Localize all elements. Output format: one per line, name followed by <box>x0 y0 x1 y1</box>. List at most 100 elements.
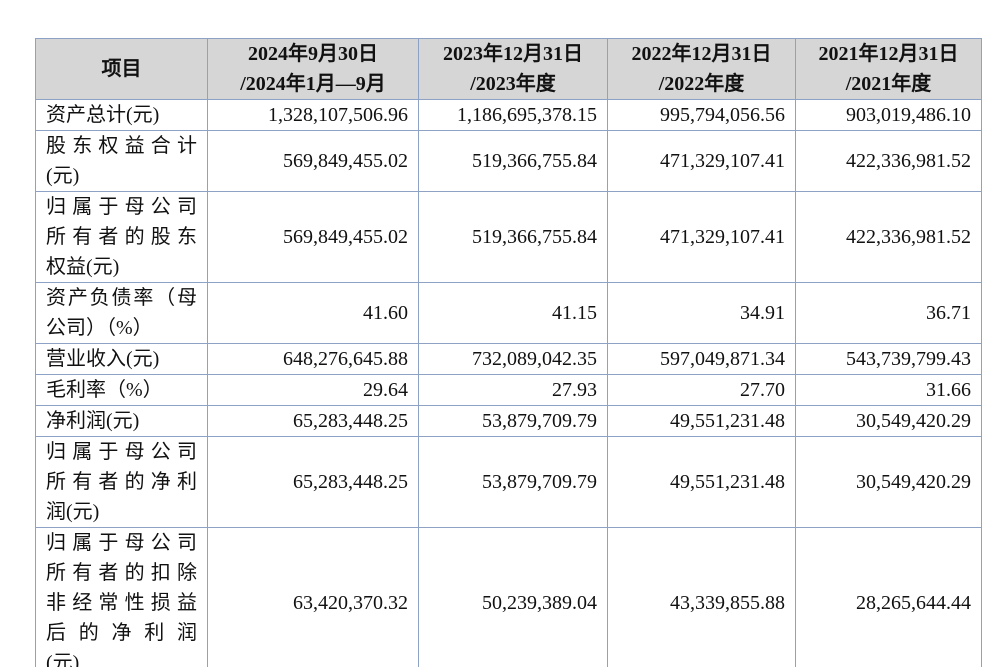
header-row: 项目 2024年9月30日/2024年1月—9月 2023年12月31日/2023年… <box>35 38 982 100</box>
value-text: 543,739,799.43 <box>846 348 971 370</box>
row-label-cell: 归属于母公司 所有者的净利 润(元) <box>35 436 208 528</box>
row-label: 归属于母公司 <box>46 532 197 554</box>
table-row: 归属于母公司 所有者的扣除 非经常性损益 后的净利润 (元) 63,420,370.32 5… <box>35 527 982 667</box>
value-cell: 27.70 <box>607 374 796 406</box>
table-row: 归属于母公司 所有者的净利 润(元) 65,283,448.25 53,879,709.… <box>35 436 982 528</box>
header-text: 2024年9月30日 <box>248 43 378 65</box>
value-text: 30,549,420.29 <box>856 471 971 493</box>
value-cell: 597,049,871.34 <box>607 343 796 375</box>
table-row: 净利润(元) 65,283,448.25 53,879,709.79 49,551,2… <box>35 405 982 437</box>
value-text: 995,794,056.56 <box>660 104 785 126</box>
value-cell: 1,328,107,506.96 <box>207 99 419 131</box>
row-label-cell: 净利润(元) <box>35 405 208 437</box>
value-text: 569,849,455.02 <box>283 150 408 172</box>
value-text: 31.66 <box>926 379 971 401</box>
row-label: 非经常性损益 <box>46 592 197 614</box>
value-text: 422,336,981.52 <box>846 226 971 248</box>
value-text: 597,049,871.34 <box>660 348 785 370</box>
row-label-cell: 毛利率（%） <box>35 374 208 406</box>
value-text: 34.91 <box>740 302 785 324</box>
value-cell: 1,186,695,378.15 <box>418 99 608 131</box>
value-text: 519,366,755.84 <box>472 226 597 248</box>
value-text: 41.60 <box>363 302 408 324</box>
value-text: 471,329,107.41 <box>660 226 785 248</box>
value-text: 1,186,695,378.15 <box>457 104 597 126</box>
table-row: 资产总计(元) 1,328,107,506.96 1,186,695,378.15 9… <box>35 99 982 131</box>
header-cell: 2022年12月31日/2022年度 <box>607 38 796 100</box>
value-text: 43,339,855.88 <box>670 592 785 614</box>
value-cell: 30,549,420.29 <box>795 436 982 528</box>
header-cell: 项目 <box>35 38 208 100</box>
value-text: 519,366,755.84 <box>472 150 597 172</box>
table-row: 归属于母公司 所有者的股东 权益(元) 569,849,455.02 519,366,7… <box>35 191 982 283</box>
value-text: 65,283,448.25 <box>293 471 408 493</box>
row-label: 毛利率（%） <box>46 379 163 401</box>
value-text: 28,265,644.44 <box>856 592 971 614</box>
value-cell: 36.71 <box>795 282 982 344</box>
value-text: 569,849,455.02 <box>283 226 408 248</box>
financial-table: 项目 2024年9月30日/2024年1月—9月 2023年12月31日/2023年… <box>35 38 982 667</box>
value-text: 732,089,042.35 <box>472 348 597 370</box>
value-text: 50,239,389.04 <box>482 592 597 614</box>
value-cell: 65,283,448.25 <box>207 436 419 528</box>
value-cell: 28,265,644.44 <box>795 527 982 667</box>
header-text: /2021年度 <box>845 73 932 95</box>
value-cell: 422,336,981.52 <box>795 130 982 192</box>
value-cell: 53,879,709.79 <box>418 436 608 528</box>
value-cell: 34.91 <box>607 282 796 344</box>
value-text: 30,549,420.29 <box>856 410 971 432</box>
row-label-cell: 营业收入(元) <box>35 343 208 375</box>
value-cell: 31.66 <box>795 374 982 406</box>
table-row: 营业收入(元) 648,276,645.88 732,089,042.35 597,0… <box>35 343 982 375</box>
value-text: 41.15 <box>552 302 597 324</box>
row-label: 权益(元) <box>46 256 120 278</box>
value-cell: 41.60 <box>207 282 419 344</box>
value-cell: 29.64 <box>207 374 419 406</box>
table-row: 股东权益合计 (元) 569,849,455.02 519,366,755.84 471… <box>35 130 982 192</box>
value-text: 36.71 <box>926 302 971 324</box>
header-text: /2023年度 <box>470 73 556 95</box>
value-cell: 41.15 <box>418 282 608 344</box>
value-cell: 519,366,755.84 <box>418 130 608 192</box>
row-label: 润(元) <box>46 501 100 523</box>
row-label: 营业收入(元) <box>46 348 160 370</box>
value-text: 63,420,370.32 <box>293 592 408 614</box>
value-cell: 49,551,231.48 <box>607 405 796 437</box>
value-cell: 30,549,420.29 <box>795 405 982 437</box>
row-label: 所有者的股东 <box>46 226 197 248</box>
value-cell: 648,276,645.88 <box>207 343 419 375</box>
value-cell: 53,879,709.79 <box>418 405 608 437</box>
row-label: 后的净利润 <box>46 622 197 644</box>
header-text: /2024年1月—9月 <box>240 73 386 95</box>
value-cell: 569,849,455.02 <box>207 191 419 283</box>
header-text: /2022年度 <box>658 73 745 95</box>
value-cell: 903,019,486.10 <box>795 99 982 131</box>
value-cell: 27.93 <box>418 374 608 406</box>
value-cell: 50,239,389.04 <box>418 527 608 667</box>
header-cell: 2021年12月31日/2021年度 <box>795 38 982 100</box>
row-label-cell: 资产负债率（母 公司）（%） <box>35 282 208 344</box>
header-text: 项目 <box>101 58 142 80</box>
value-text: 53,879,709.79 <box>482 410 597 432</box>
value-cell: 49,551,231.48 <box>607 436 796 528</box>
value-cell: 471,329,107.41 <box>607 130 796 192</box>
row-label-cell: 归属于母公司 所有者的股东 权益(元) <box>35 191 208 283</box>
row-label: (元) <box>46 165 80 187</box>
row-label: (元) <box>46 652 80 667</box>
row-label: 资产总计(元) <box>46 104 160 126</box>
value-text: 65,283,448.25 <box>293 410 408 432</box>
value-text: 49,551,231.48 <box>670 471 785 493</box>
value-cell: 422,336,981.52 <box>795 191 982 283</box>
row-label-cell: 股东权益合计 (元) <box>35 130 208 192</box>
value-text: 648,276,645.88 <box>283 348 408 370</box>
header-text: 2023年12月31日 <box>443 43 583 65</box>
value-cell: 43,339,855.88 <box>607 527 796 667</box>
row-label: 股东权益合计 <box>46 135 197 157</box>
value-text: 27.93 <box>552 379 597 401</box>
value-text: 53,879,709.79 <box>482 471 597 493</box>
value-text: 27.70 <box>740 379 785 401</box>
header-text: 2021年12月31日 <box>818 43 959 65</box>
table-row: 资产负债率（母 公司）（%） 41.60 41.15 34.91 36.71 <box>35 282 982 344</box>
value-cell: 471,329,107.41 <box>607 191 796 283</box>
